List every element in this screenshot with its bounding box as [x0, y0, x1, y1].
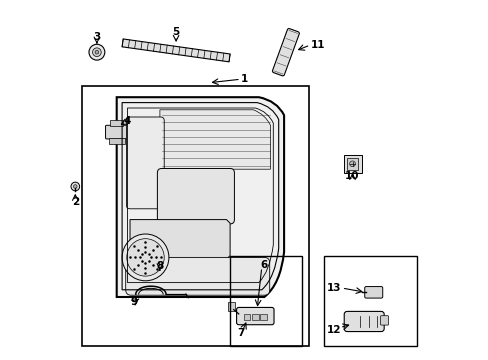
Bar	[343, 155, 361, 173]
Bar	[251, 314, 258, 320]
FancyBboxPatch shape	[105, 125, 127, 139]
Bar	[323, 256, 416, 346]
FancyBboxPatch shape	[125, 257, 269, 295]
Bar	[244, 314, 250, 320]
Text: 4: 4	[123, 116, 131, 126]
FancyBboxPatch shape	[380, 316, 387, 325]
Bar	[82, 86, 309, 346]
Bar	[163, 275, 167, 283]
Text: 6: 6	[260, 260, 267, 270]
FancyBboxPatch shape	[126, 117, 164, 209]
FancyBboxPatch shape	[122, 39, 230, 62]
Text: 2: 2	[72, 197, 79, 207]
Bar	[157, 275, 162, 283]
PathPatch shape	[117, 97, 284, 297]
Text: 13: 13	[326, 283, 340, 293]
Circle shape	[349, 161, 355, 167]
Bar	[230, 256, 302, 346]
FancyBboxPatch shape	[157, 168, 234, 224]
Text: 7: 7	[237, 328, 244, 338]
FancyBboxPatch shape	[344, 311, 384, 332]
FancyBboxPatch shape	[364, 287, 382, 298]
Bar	[346, 158, 358, 170]
Bar	[260, 314, 266, 320]
Bar	[151, 275, 156, 283]
Bar	[110, 120, 123, 126]
FancyBboxPatch shape	[236, 307, 273, 325]
Circle shape	[71, 182, 80, 191]
Circle shape	[122, 234, 168, 281]
Text: 8: 8	[156, 261, 163, 271]
Text: 9: 9	[130, 297, 137, 307]
Circle shape	[126, 239, 164, 276]
FancyBboxPatch shape	[148, 272, 171, 287]
FancyBboxPatch shape	[272, 28, 299, 76]
Text: 5: 5	[172, 27, 180, 37]
Text: 1: 1	[241, 74, 247, 84]
Bar	[108, 138, 124, 144]
PathPatch shape	[130, 220, 230, 259]
Bar	[228, 302, 234, 311]
PathPatch shape	[160, 110, 270, 169]
Circle shape	[92, 48, 101, 57]
Text: 11: 11	[310, 40, 325, 50]
Circle shape	[89, 44, 104, 60]
Text: 12: 12	[326, 325, 340, 336]
Circle shape	[73, 185, 77, 188]
Text: 10: 10	[345, 171, 359, 181]
Circle shape	[95, 50, 99, 54]
Text: 3: 3	[93, 32, 101, 42]
